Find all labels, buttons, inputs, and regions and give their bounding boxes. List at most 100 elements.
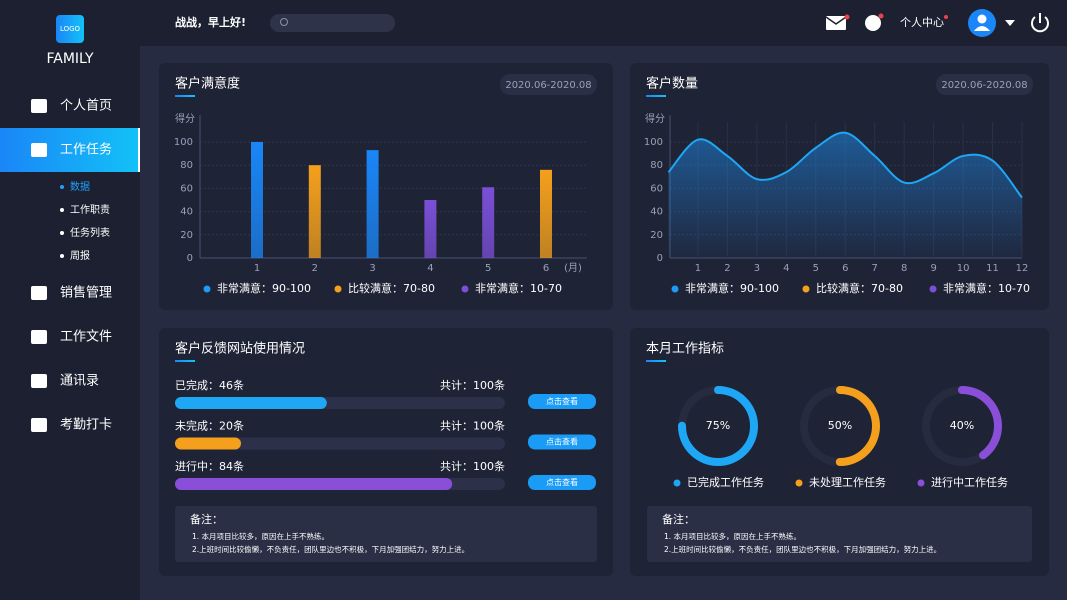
line [667, 131, 1023, 199]
title-underline [646, 360, 666, 362]
avatar-body [974, 26, 990, 31]
y-tick-label: 80 [650, 160, 663, 171]
x-tick-label: 1 [695, 263, 701, 274]
legend-dot [334, 285, 342, 293]
menu-icon [31, 374, 47, 388]
view-button-label[interactable]: 点击查看 [546, 396, 578, 406]
x-tick-label: 3 [369, 263, 375, 274]
menu-item[interactable]: 个人首页 [60, 99, 112, 114]
view-button[interactable] [528, 434, 596, 450]
bar [366, 150, 379, 258]
dropdown-caret[interactable] [1005, 20, 1015, 26]
date-label: 2020.06-2020.08 [941, 80, 1027, 91]
legend-label: 非常满意：90-100 [217, 281, 311, 295]
menu-item[interactable]: 工作文件 [60, 330, 112, 345]
view-button-label[interactable]: 点击查看 [546, 477, 578, 487]
note-title: 备注： [662, 512, 695, 526]
menu-item[interactable]: 工作任务 [60, 142, 112, 158]
y-tick-label: 0 [187, 253, 193, 264]
chat-icon[interactable] [865, 15, 881, 31]
bar [251, 142, 263, 258]
submenu-item[interactable]: 周报 [70, 249, 90, 262]
legend-dot [203, 285, 211, 293]
menu-item[interactable]: 考勤打卡 [60, 418, 112, 433]
area [668, 132, 1022, 258]
legend-label: 进行中工作任务 [931, 476, 1008, 489]
y-tick-label: 40 [180, 207, 193, 218]
logo-box [56, 15, 84, 43]
date-badge [500, 74, 597, 95]
x-tick-label: 1 [254, 263, 260, 274]
note-box [647, 506, 1032, 562]
row-label: 进行中：84条 [175, 459, 244, 473]
menu-icon [31, 286, 47, 300]
x-tick-label: 2 [724, 263, 730, 274]
note-title: 备注： [190, 512, 223, 526]
donut-label: 40% [950, 419, 974, 432]
legend-dot [802, 285, 810, 293]
donut-arc [678, 386, 758, 466]
legend-label: 未处理工作任务 [809, 476, 886, 489]
submenu-item[interactable]: 任务列表 [70, 226, 110, 239]
x-tick-label: 2 [312, 263, 318, 274]
x-tick-label: 11 [986, 263, 999, 274]
submenu-item[interactable]: 数据 [70, 180, 90, 193]
y-tick-label: 60 [650, 183, 663, 194]
bar [424, 200, 437, 258]
y-tick-label: 0 [657, 253, 663, 264]
legend-dot [673, 479, 681, 487]
progress-track [175, 437, 505, 450]
power-icon[interactable] [1031, 16, 1049, 33]
menu-icon [31, 418, 47, 432]
view-button[interactable] [528, 394, 596, 409]
y-tick-label: 80 [180, 160, 193, 171]
x-tick-label: 8 [901, 263, 907, 274]
menu-item[interactable]: 通讯录 [60, 374, 99, 389]
x-tick-label: 4 [783, 263, 789, 274]
donut-label: 50% [828, 419, 852, 432]
submenu-dot [60, 231, 64, 235]
y-tick-label: 100 [174, 137, 193, 148]
y-tick-label: 20 [180, 230, 193, 241]
note-line: 1. 本月项目比较多，原因在上手不熟练。 [664, 531, 801, 541]
legend-dot [461, 285, 469, 293]
menu-item[interactable]: 销售管理 [60, 285, 112, 301]
menu-icon [31, 143, 47, 157]
mail-icon[interactable] [826, 16, 846, 30]
note-line: 2.上班时间比较偷懒，不负责任，团队里边也不积极，下月加强团结力，努力上进。 [664, 544, 941, 554]
search-box[interactable] [270, 14, 395, 32]
avatar-head [977, 14, 987, 24]
submenu-item[interactable]: 工作职责 [70, 203, 110, 216]
donut-arc [800, 386, 880, 466]
user-center[interactable]: 个人中心 [900, 16, 944, 29]
x-tick-label: 5 [813, 263, 819, 274]
x-tick-label: 7 [872, 263, 878, 274]
progress-bar [175, 478, 453, 490]
row-total: 共计：100条 [440, 419, 505, 433]
donut-arc [922, 386, 1002, 466]
menu-active-edge [138, 128, 140, 172]
submenu-dot [60, 185, 64, 189]
bar [482, 187, 495, 258]
menu-icon [31, 330, 47, 344]
search-icon [280, 18, 288, 26]
donut-label: 75% [706, 419, 730, 432]
date-badge [936, 74, 1033, 95]
row-label: 已完成：46条 [175, 378, 244, 392]
legend-dot [671, 285, 679, 293]
panel-title: 客户数量 [646, 76, 698, 92]
brand: FAMILY [46, 51, 93, 67]
view-button-label[interactable]: 点击查看 [546, 437, 578, 447]
x-tick-label: 3 [754, 263, 760, 274]
row-total: 共计：100条 [440, 378, 505, 392]
legend-label: 非常满意：90-100 [685, 281, 779, 295]
x-tick-label: 6 [543, 263, 549, 274]
progress-bar [175, 437, 241, 450]
legend-label: 非常满意：10-70 [475, 281, 562, 295]
x-tick-label: 9 [930, 263, 936, 274]
view-button[interactable] [528, 475, 596, 490]
title-underline [175, 95, 195, 97]
progress-bar [175, 397, 327, 409]
date-label: 2020.06-2020.08 [505, 80, 591, 91]
